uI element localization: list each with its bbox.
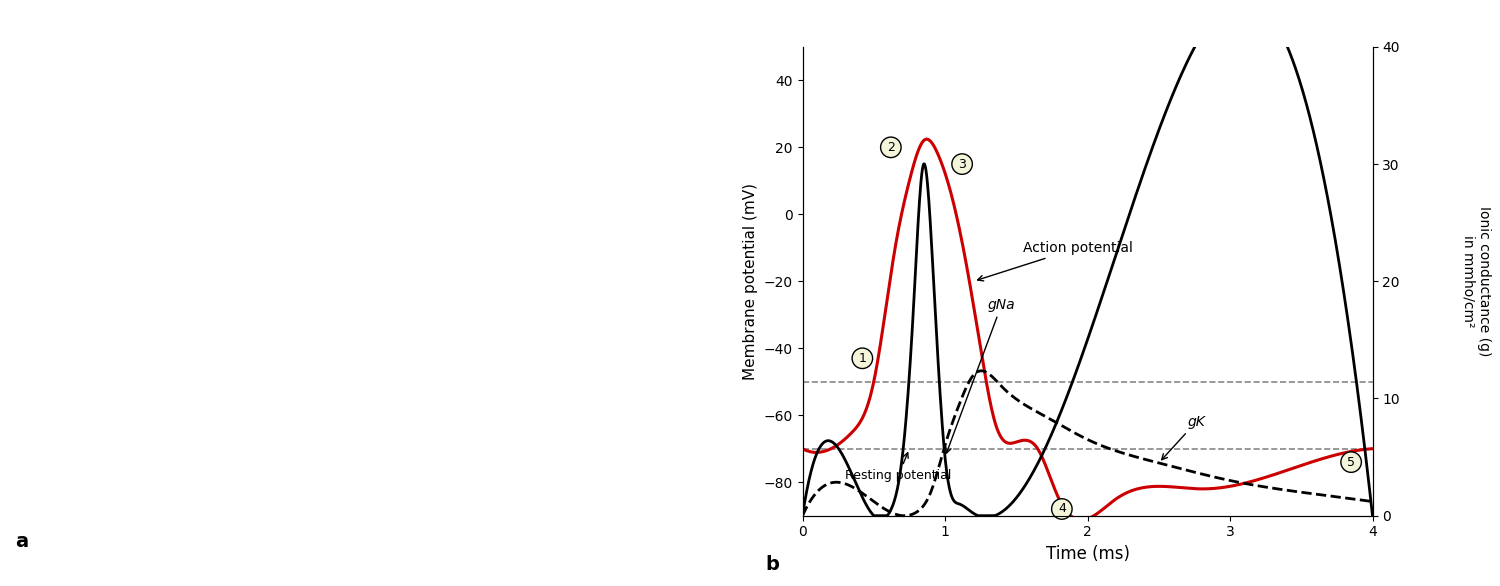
Text: a: a (15, 532, 28, 551)
Text: gNa: gNa (946, 298, 1016, 453)
Text: 3: 3 (958, 158, 966, 171)
Text: 1: 1 (858, 352, 867, 365)
Text: 5: 5 (1347, 455, 1354, 469)
Text: Resting potential: Resting potential (846, 453, 951, 482)
X-axis label: Time (ms): Time (ms) (1046, 545, 1130, 563)
Text: Action potential: Action potential (978, 241, 1134, 281)
Text: 2: 2 (886, 141, 896, 154)
Y-axis label: Ionic conductance (g)
in mmho/cm²: Ionic conductance (g) in mmho/cm² (1461, 206, 1491, 356)
Text: 4: 4 (1058, 502, 1066, 516)
Text: b: b (765, 556, 778, 574)
Y-axis label: Membrane potential (mV): Membrane potential (mV) (742, 183, 758, 380)
Text: gK: gK (1161, 415, 1204, 460)
